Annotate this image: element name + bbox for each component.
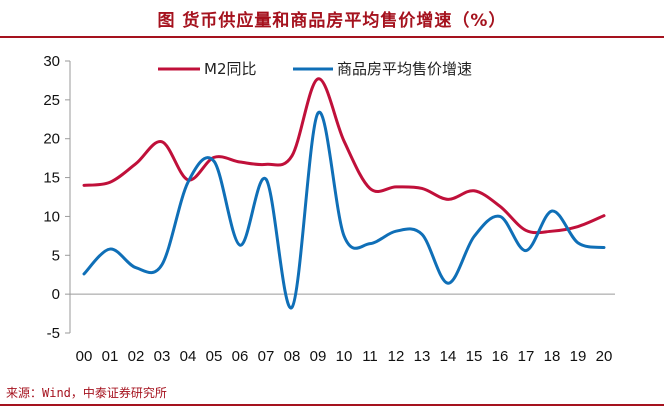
- y-tick-label: 25: [43, 92, 60, 109]
- x-tick-label: 08: [284, 348, 301, 365]
- title-bar: 图 货币供应量和商品房平均售价增速（%）: [0, 0, 664, 38]
- x-tick-label: 07: [258, 348, 275, 365]
- series-layer: [82, 77, 606, 310]
- y-tick-label: 0: [52, 286, 60, 303]
- y-tick-label: 15: [43, 170, 60, 187]
- x-tick-label: 04: [180, 348, 197, 365]
- y-tick-label: 30: [43, 53, 60, 70]
- x-tick-label: 03: [154, 348, 171, 365]
- legend-label-m2: M2同比: [204, 60, 257, 78]
- x-tick-label: 06: [232, 348, 249, 365]
- x-tick-label: 14: [440, 348, 457, 365]
- legend-label-house-price: 商品房平均售价增速: [337, 60, 472, 78]
- x-tick-label: 16: [492, 348, 509, 365]
- legend: M2同比 商品房平均售价增速: [158, 60, 472, 78]
- x-tick-label: 05: [206, 348, 223, 365]
- x-tick-label: 02: [128, 348, 145, 365]
- series-line-house-price: [82, 110, 606, 310]
- x-tick-label: 09: [310, 348, 327, 365]
- y-tick-label: 20: [43, 131, 60, 148]
- y-tick-label: -5: [47, 325, 60, 342]
- x-tick-label: 18: [544, 348, 561, 365]
- x-tick-label: 19: [570, 348, 587, 365]
- x-tick-label: 01: [102, 348, 119, 365]
- bottom-divider: [0, 404, 664, 406]
- source-note: 来源：Wind，中泰证券研究所: [6, 386, 167, 400]
- x-tick-label: 00: [76, 348, 93, 365]
- y-tick-label: 10: [43, 208, 60, 225]
- x-tick-label: 11: [362, 348, 378, 365]
- x-tick-label: 12: [388, 348, 405, 365]
- series-line-m2: [82, 77, 606, 235]
- x-tick-label: 15: [466, 348, 483, 365]
- x-tick-label: 10: [336, 348, 353, 365]
- x-tick-label: 20: [596, 348, 613, 365]
- y-tick-label: 5: [52, 247, 60, 264]
- chart-title: 图 货币供应量和商品房平均售价增速（%）: [157, 11, 507, 31]
- x-tick-label: 17: [518, 348, 535, 365]
- x-tick-label: 13: [414, 348, 431, 365]
